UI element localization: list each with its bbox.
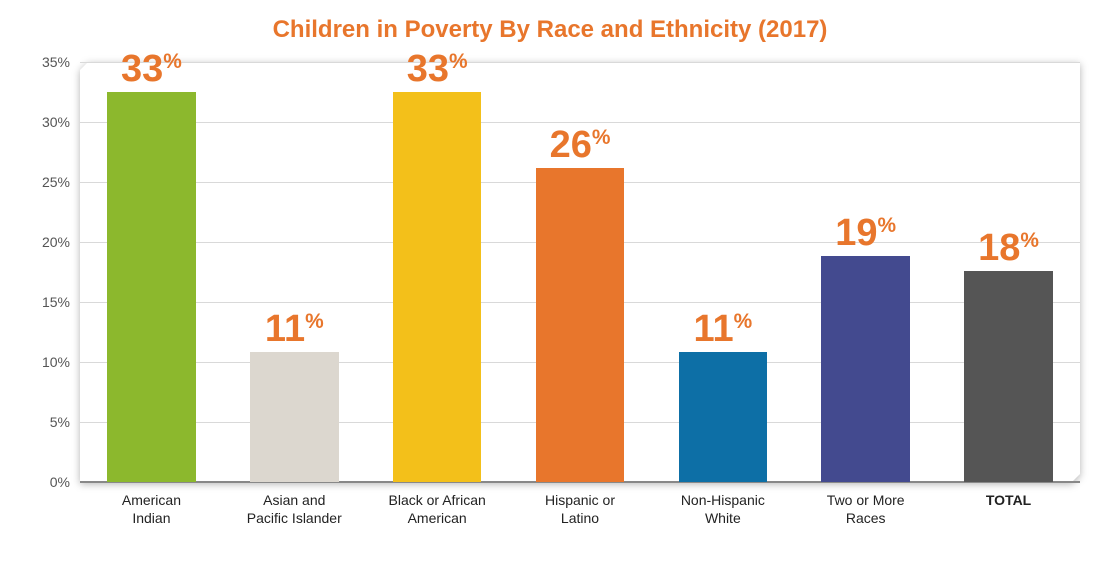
chart-container: Children in Poverty By Race and Ethnicit… xyxy=(0,0,1100,576)
xaxis-label: Asian andPacific Islander xyxy=(226,482,362,527)
xaxis-label: Black or AfricanAmerican xyxy=(369,482,505,527)
yaxis-tick-label: 15% xyxy=(42,294,80,310)
xaxis-label: TOTAL xyxy=(941,482,1077,510)
xaxis-label: AmericanIndian xyxy=(84,482,220,527)
yaxis-tick-label: 20% xyxy=(42,234,80,250)
xaxis-label: Non-HispanicWhite xyxy=(655,482,791,527)
yaxis-tick-label: 30% xyxy=(42,114,80,130)
xaxis-label: Two or MoreRaces xyxy=(798,482,934,527)
yaxis-tick-label: 0% xyxy=(50,474,80,490)
chart-title: Children in Poverty By Race and Ethnicit… xyxy=(20,16,1080,44)
xaxis-label: Hispanic orLatino xyxy=(512,482,648,527)
yaxis-tick-label: 25% xyxy=(42,174,80,190)
yaxis-tick-label: 5% xyxy=(50,414,80,430)
plot-area: 0%5%10%15%20%25%30%35% 33%11%33%26%11%19… xyxy=(80,62,1080,482)
yaxis-tick-label: 10% xyxy=(42,354,80,370)
yaxis-tick-label: 35% xyxy=(42,54,80,70)
xaxis-labels-layer: AmericanIndianAsian andPacific IslanderB… xyxy=(80,62,1080,482)
